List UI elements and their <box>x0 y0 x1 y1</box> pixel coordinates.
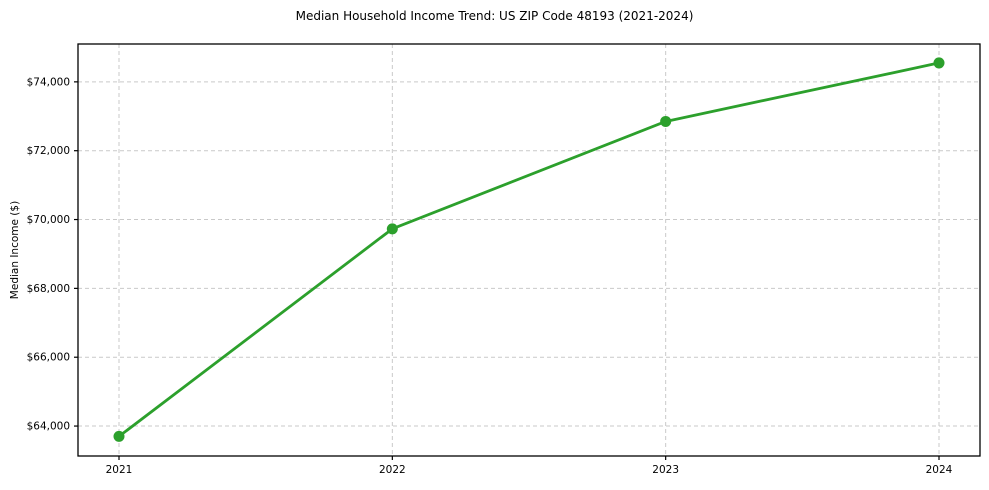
data-point-marker <box>386 223 398 235</box>
x-tick-label: 2023 <box>652 464 679 476</box>
x-tick-label: 2024 <box>926 464 953 476</box>
plot-border <box>77 43 981 457</box>
x-tick-label: 2021 <box>106 464 133 476</box>
y-tick-label: $70,000 <box>27 214 70 226</box>
data-point-marker <box>660 115 672 127</box>
data-point-marker <box>113 430 125 442</box>
y-tick-label: $74,000 <box>27 76 70 88</box>
y-tick-label: $72,000 <box>27 145 70 157</box>
trend-line <box>117 61 941 438</box>
x-tick-label: 2022 <box>379 464 406 476</box>
data-point-marker <box>933 57 945 69</box>
y-tick-label: $66,000 <box>27 352 70 364</box>
y-tick-label: $64,000 <box>27 421 70 433</box>
chart-title: Median Household Income Trend: US ZIP Co… <box>295 9 694 23</box>
y-tick-label: $68,000 <box>27 283 70 295</box>
